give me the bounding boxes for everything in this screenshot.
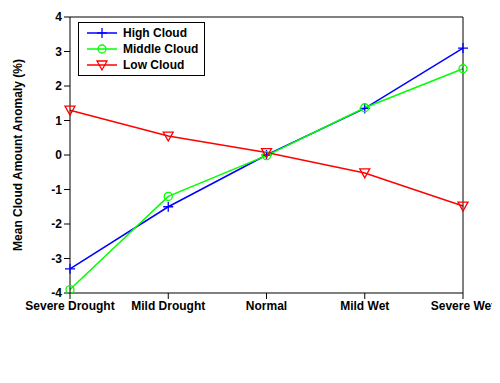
svg-text:-4: -4 [51, 286, 62, 300]
svg-text:-1: -1 [51, 183, 62, 197]
svg-text:4: 4 [55, 10, 62, 24]
svg-text:Severe Drought: Severe Drought [25, 299, 114, 313]
svg-text:-2: -2 [51, 217, 62, 231]
html-text:High Cloud: High Cloud [123, 26, 187, 40]
html-text:Low Cloud: Low Cloud [123, 58, 185, 72]
html-text:Middle Cloud: Middle Cloud [123, 42, 199, 56]
svg-text:Severe Wet: Severe Wet [431, 299, 492, 313]
svg-text:3: 3 [55, 45, 62, 59]
svg-text:Mean Cloud Amount Anomaly (%): Mean Cloud Amount Anomaly (%) [11, 59, 25, 251]
svg-text:1: 1 [55, 114, 62, 128]
svg-text:-3: -3 [51, 252, 62, 266]
svg-text:0: 0 [55, 148, 62, 162]
svg-text:Mild Drought: Mild Drought [131, 299, 205, 313]
svg-text:2: 2 [55, 79, 62, 93]
svg-text:Normal: Normal [246, 299, 287, 313]
svg-text:Mild Wet: Mild Wet [340, 299, 389, 313]
